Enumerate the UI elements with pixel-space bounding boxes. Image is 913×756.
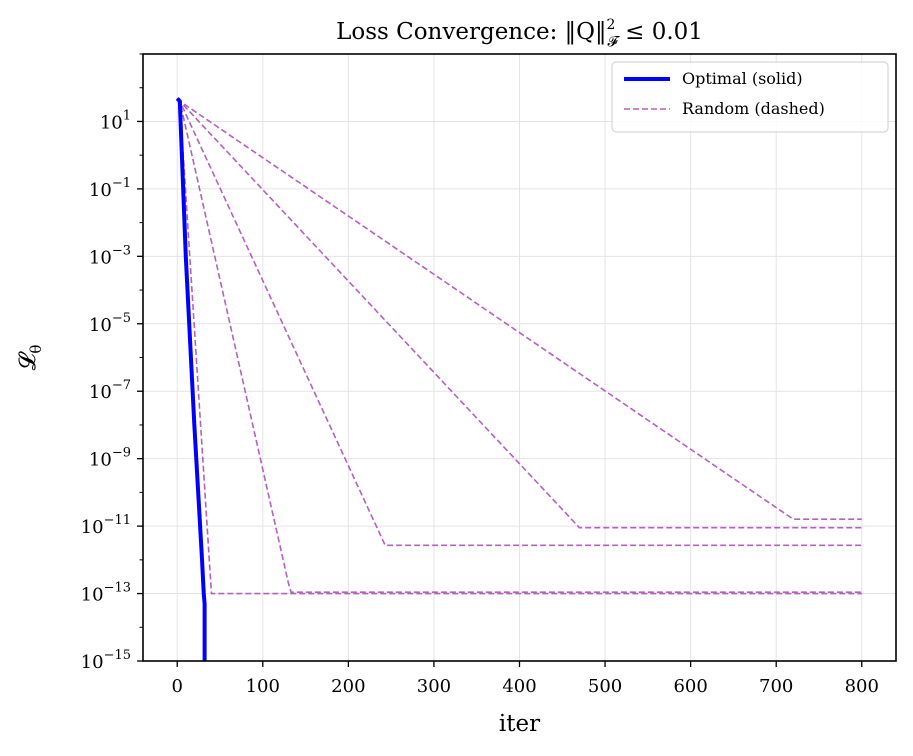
- y-tick-label: 10−9: [89, 446, 131, 471]
- y-axis: 101 10−1 10−3 10−5 10−7 10−9 10−11 10−13 10−15: [81, 53, 143, 673]
- legend: Optimal (solid) Random (dashed): [611, 61, 889, 133]
- x-tick-label: 400: [502, 676, 536, 697]
- legend-box: [611, 61, 889, 133]
- legend-label: Random (dashed): [682, 99, 825, 118]
- x-tick-label: 600: [673, 676, 707, 697]
- y-tick-label: 10−11: [81, 513, 131, 538]
- x-axis: 0 100 200 300 400 500 600 700 800: [172, 661, 879, 697]
- y-tick-label: 10−5: [89, 311, 131, 336]
- y-tick-label: 10−7: [89, 378, 131, 403]
- y-tick-label: 10−1: [89, 176, 131, 201]
- series-layer: [175, 97, 862, 661]
- y-tick-label: 10−15: [81, 648, 131, 673]
- x-tick-label: 800: [845, 676, 879, 697]
- grid-lines: [143, 54, 896, 662]
- y-tick-label: 10−3: [89, 243, 131, 268]
- x-tick-label: 0: [172, 676, 183, 697]
- chart-title: Loss Convergence: ‖Q‖2 𝓕 ≤ 0.01: [336, 17, 703, 50]
- x-tick-label: 500: [588, 676, 622, 697]
- x-tick-label: 700: [759, 676, 793, 697]
- legend-label: Optimal (solid): [682, 69, 803, 88]
- x-axis-title: iter: [499, 711, 540, 737]
- y-tick-label: 101: [100, 108, 131, 133]
- y-tick-label: 10−13: [81, 581, 131, 606]
- plot-area: [175, 97, 862, 661]
- x-tick-label: 200: [331, 676, 365, 697]
- x-tick-label: 300: [417, 676, 451, 697]
- y-axis-title: 𝓛θ: [15, 345, 45, 371]
- series-line-optimal: [175, 97, 207, 661]
- x-tick-label: 100: [246, 676, 280, 697]
